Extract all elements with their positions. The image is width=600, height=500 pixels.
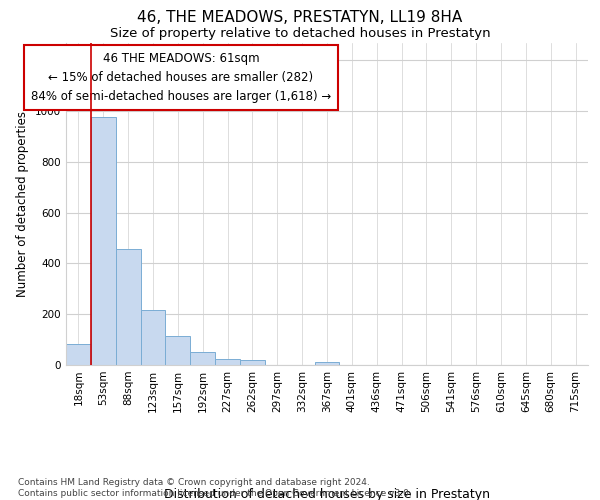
Bar bbox=[140, 310, 166, 365]
Y-axis label: Number of detached properties: Number of detached properties bbox=[16, 111, 29, 296]
Bar bbox=[190, 352, 215, 365]
Bar bbox=[166, 336, 190, 365]
Text: 46 THE MEADOWS: 61sqm
← 15% of detached houses are smaller (282)
84% of semi-det: 46 THE MEADOWS: 61sqm ← 15% of detached … bbox=[31, 52, 331, 103]
Text: Size of property relative to detached houses in Prestatyn: Size of property relative to detached ho… bbox=[110, 28, 490, 40]
Bar bbox=[116, 250, 140, 365]
Bar bbox=[215, 360, 240, 365]
Text: Contains HM Land Registry data © Crown copyright and database right 2024.
Contai: Contains HM Land Registry data © Crown c… bbox=[18, 478, 412, 498]
Bar bbox=[314, 362, 340, 365]
Bar bbox=[66, 344, 91, 365]
Text: 46, THE MEADOWS, PRESTATYN, LL19 8HA: 46, THE MEADOWS, PRESTATYN, LL19 8HA bbox=[137, 10, 463, 25]
X-axis label: Distribution of detached houses by size in Prestatyn: Distribution of detached houses by size … bbox=[164, 488, 490, 500]
Bar bbox=[240, 360, 265, 365]
Bar bbox=[91, 118, 116, 365]
